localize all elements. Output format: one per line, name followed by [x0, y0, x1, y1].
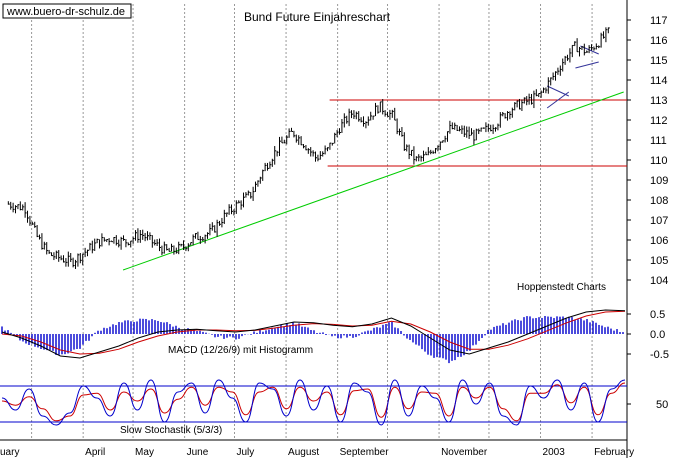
- price-tick-label: 111: [650, 135, 667, 147]
- price-tick-label: 110: [650, 155, 668, 167]
- watermark-box: [2, 3, 132, 19]
- macd-tick-label: 0.5: [650, 309, 665, 321]
- x-tick-label: July: [237, 447, 255, 458]
- watermark-url: www.buero-dr-schulz.de: [6, 6, 125, 18]
- price-tick-label: 104: [650, 275, 668, 287]
- macd-title: MACD (12/26/9) mit Histogramm: [168, 345, 313, 356]
- price-tick-label: 109: [650, 175, 668, 187]
- x-axis-labels: uary April May June July August September Novem…: [0, 447, 634, 458]
- source-note: Hoppenstedt Charts: [517, 282, 606, 293]
- price-tick-label: 112: [650, 115, 668, 127]
- stochastic-title: Slow Stochastik (5/3/3): [120, 425, 222, 436]
- price-tick-label: 114: [650, 75, 668, 87]
- price-panel: 104 105 106 107 108 109 110 111 112 113 114 115 116 1…: [7, 15, 668, 287]
- price-tick-label: 107: [650, 215, 668, 227]
- stochastic-axis: 50: [627, 399, 668, 411]
- stochastic-bands: [0, 385, 627, 423]
- macd-signal-line: [1, 310, 626, 355]
- price-tick-label: 105: [650, 255, 668, 267]
- macd-axis: -0.5 0.0 0.5: [627, 309, 669, 361]
- x-tick-label: June: [187, 447, 209, 458]
- price-tick-label: 106: [650, 235, 668, 247]
- x-tick-label: 2003: [543, 447, 566, 458]
- stochastic-tick-label: 50: [656, 399, 668, 411]
- price-tick-label: 113: [650, 95, 668, 107]
- stochastic-k-line: [1, 379, 626, 426]
- macd-tick-label: 0.0: [650, 329, 665, 341]
- x-tick-label: April: [85, 447, 105, 458]
- x-tick-label: uary: [0, 447, 19, 458]
- price-chart-title: Bund Future Einjahreschart: [244, 10, 391, 24]
- price-bars: [7, 27, 610, 269]
- channel-line: [546, 91, 570, 109]
- trendline: [122, 91, 624, 271]
- stochastic-lines: [1, 379, 626, 426]
- channel-line: [575, 61, 599, 69]
- price-tick-label: 115: [650, 55, 668, 67]
- price-tick-label: 108: [650, 195, 668, 207]
- macd-lines: [1, 309, 626, 359]
- price-axis: 104 105 106 107 108 109 110 111 112 113 114 115 116 1…: [627, 15, 668, 287]
- x-tick-label: August: [288, 447, 319, 458]
- x-tick-label: February: [594, 447, 634, 458]
- price-tick-label: 117: [650, 15, 668, 27]
- macd-tick-label: -0.5: [650, 349, 669, 361]
- macd-panel: -0.5 0.0 0.5: [1, 309, 669, 364]
- x-tick-label: September: [340, 447, 390, 458]
- x-tick-label: November: [441, 447, 488, 458]
- stochastic-panel: 50: [0, 379, 668, 426]
- price-reference-lines: [122, 45, 627, 271]
- panel-frames: [0, 0, 628, 458]
- macd-line: [1, 309, 626, 359]
- x-tick-label: May: [135, 447, 154, 458]
- vertical-grid: [31, 4, 593, 440]
- price-tick-label: 116: [650, 35, 668, 47]
